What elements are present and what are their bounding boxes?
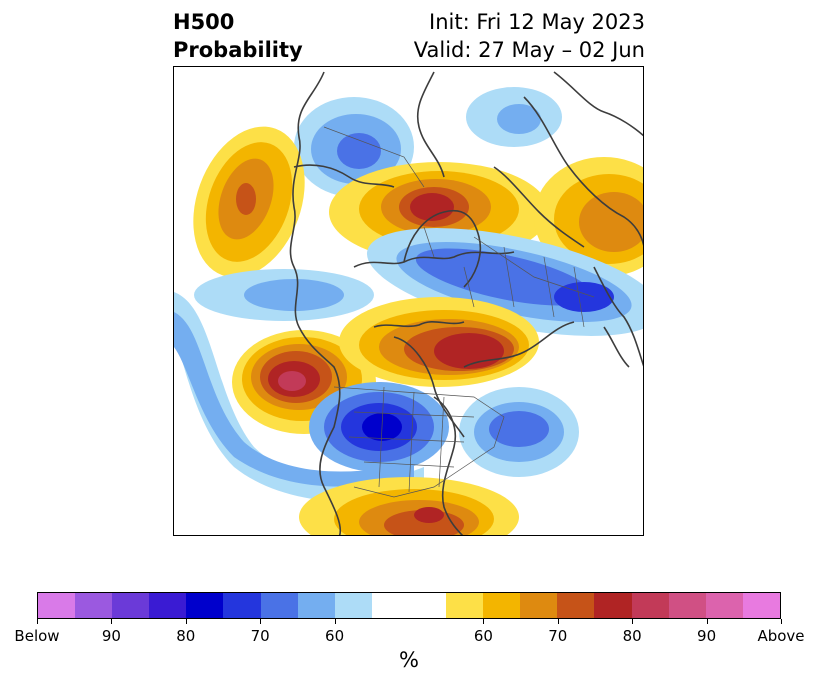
colorbar-segment (38, 593, 76, 618)
anomaly-below-west-band (194, 269, 374, 321)
anomaly-below-siberia (366, 228, 643, 336)
colorbar-segment (149, 593, 187, 618)
colorbar-tick-label: Below (14, 627, 60, 645)
anomaly-below-atlantic (459, 387, 579, 477)
title-block-left: H500 Probability (173, 8, 303, 64)
colorbar-segment (557, 593, 595, 618)
colorbar-tick-mark (632, 619, 634, 624)
colorbar-segment (112, 593, 150, 618)
colorbar-tick-label: Above (757, 627, 805, 645)
colorbar-tick-mark (185, 619, 187, 624)
colorbar-tick-mark (557, 619, 559, 624)
colorbar-segment (186, 593, 224, 618)
colorbar-segment (594, 593, 632, 618)
colorbar-segment (334, 593, 372, 618)
init-date: Init: Fri 12 May 2023 (429, 10, 645, 34)
anomaly-below-atlantic-arc (174, 292, 424, 503)
colorbar-tick-mark (334, 619, 336, 624)
colorbar-segment (705, 593, 743, 618)
colorbar-segment (520, 593, 558, 618)
colorbar-tick-label: 60 (473, 627, 493, 645)
title-variable: H500 (173, 10, 235, 34)
coastlines (289, 71, 643, 535)
colorbar-segment (742, 593, 780, 618)
colorbar-tick-mark (111, 619, 113, 624)
colorbar-segment (260, 593, 298, 618)
colorbar-segment (446, 593, 484, 618)
colorbar-tick-label: 60 (325, 627, 345, 645)
colorbar-tick-mark (706, 619, 708, 624)
colorbar-tick-mark (483, 619, 485, 624)
anomaly-above-north-pacific (193, 126, 305, 278)
colorbar-tick-mark (781, 619, 782, 624)
colorbar-segment (631, 593, 669, 618)
colorbar-segment (297, 593, 335, 618)
colorbar-segment (75, 593, 113, 618)
title-product: Probability (173, 38, 303, 62)
colorbar-segment (371, 593, 409, 618)
colorbar-segment (668, 593, 706, 618)
colorbar-tick-label: 70 (250, 627, 270, 645)
anomaly-above-southeast (299, 477, 519, 535)
anomaly-below-northwest (294, 97, 414, 197)
colorbar-tick-label: 90 (697, 627, 717, 645)
anomaly-above-greenland (339, 297, 539, 387)
colorbar-tick-label: 90 (101, 627, 121, 645)
anomaly-below-central-us (309, 382, 449, 472)
probability-map (173, 66, 644, 536)
colorbar-tick-label: 80 (176, 627, 196, 645)
colorbar-tick-label: 80 (622, 627, 642, 645)
valid-range: Valid: 27 May – 02 Jun (413, 38, 645, 62)
colorbar-unit-label: % (399, 648, 419, 672)
political-borders (323, 126, 595, 498)
colorbar-segment (483, 593, 521, 618)
colorbar-tick-mark (37, 619, 38, 624)
colorbar-segment (408, 593, 447, 618)
colorbar-segment (223, 593, 261, 618)
colorbar (37, 592, 781, 619)
colorbar-tick-label: 70 (548, 627, 568, 645)
colorbar-tick-mark (260, 619, 262, 624)
anomaly-below-north (466, 87, 562, 147)
title-block-right: Init: Fri 12 May 2023 Valid: 27 May – 02… (414, 8, 645, 64)
probability-map-canvas (174, 71, 643, 535)
